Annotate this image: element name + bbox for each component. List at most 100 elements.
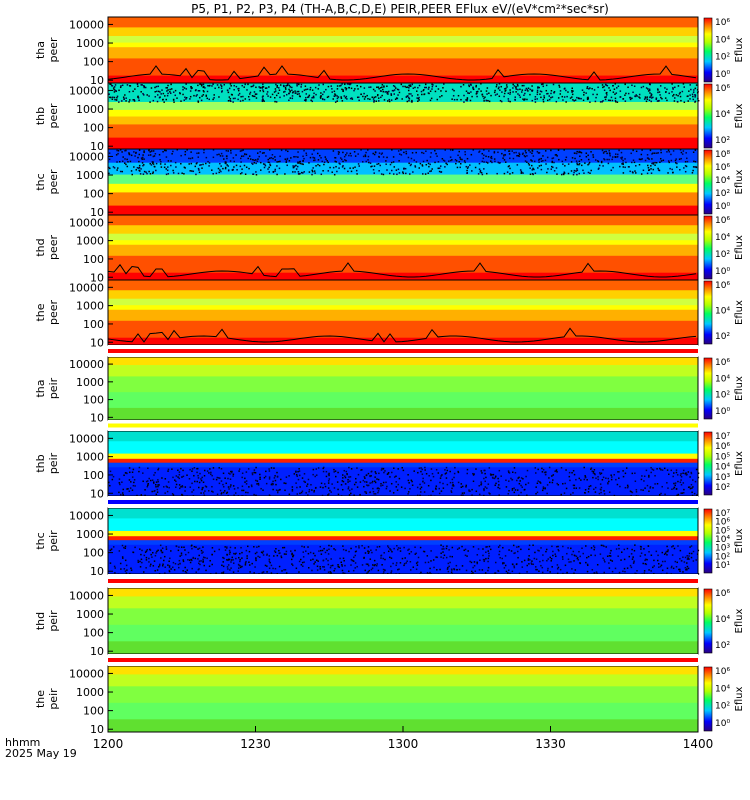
speckle [326,96,329,99]
speckle [587,171,590,174]
speckle [468,489,470,491]
speckle [487,560,489,563]
speckle [197,100,199,102]
speckle [416,97,418,99]
speckle [521,91,523,93]
speckle [581,89,584,91]
speckle [424,173,427,175]
speckle [571,553,573,556]
speckle [295,473,298,476]
speckle [602,165,604,167]
speckle [641,475,643,477]
colorbar-label: Eflux [734,169,745,194]
speckle [327,482,330,484]
speckle [481,93,483,96]
speckle [427,172,429,174]
speckle [112,546,115,548]
speckle [336,88,339,90]
speckle [153,482,155,484]
speckle [312,558,314,561]
speckle [231,470,233,473]
speckle [367,564,370,567]
speckle [343,167,346,170]
speckle [259,556,261,559]
speckle [487,483,490,485]
speckle [535,486,537,488]
speckle [170,550,172,552]
speckle [198,547,201,550]
speckle [609,559,612,561]
speckle [663,553,666,556]
colorbar-tick-label: 10⁴ [715,176,730,186]
speckle [513,487,515,489]
speckle [402,171,404,173]
speckle [208,85,211,87]
speckle [429,571,431,574]
speckle [110,548,113,550]
speckle [242,149,244,151]
speckle [225,492,228,494]
speckle [517,545,520,548]
speckle [113,96,116,99]
speckle [142,472,144,474]
speckle [128,152,130,154]
speckle [408,482,410,484]
speckle [275,101,278,103]
speckle [279,96,281,99]
speckle [667,160,670,162]
speckle [602,557,604,560]
speckle [682,482,685,484]
speckle [202,83,205,86]
speckle [567,163,570,165]
speckle [531,560,533,562]
speckle [678,568,680,571]
speckle [421,164,424,166]
speckle [493,91,496,94]
speckle [419,162,422,165]
speckle [672,487,675,490]
speckle [418,167,420,169]
speckle [491,476,494,479]
speckle [374,471,377,473]
speckle [256,152,259,154]
speckle [286,164,288,167]
speckle [253,493,255,496]
colorbar-tick-label: 10² [715,391,730,401]
speckle [697,99,700,102]
speckle [513,566,516,569]
speckle [588,161,591,164]
speckle [516,155,518,157]
speckle [258,155,260,158]
speckle [218,86,220,89]
speckle [608,554,611,557]
y-tick-label: 1000 [76,451,104,464]
speckle [178,559,181,562]
speckle [276,471,278,474]
colorbar-tick-label: 10⁶ [715,84,730,94]
speckle [523,154,526,157]
speckle [191,157,194,159]
speckle [450,491,453,494]
speckle [374,476,376,478]
speckle [602,86,604,89]
speckle [494,94,497,96]
speckle [296,486,298,489]
speckle [212,149,215,151]
speckle [251,163,254,165]
speckle [536,93,539,96]
speckle [196,94,198,96]
speckle [497,480,500,483]
speckle [548,95,551,97]
speckle [285,161,288,163]
speckle [310,483,312,486]
speckle [463,492,465,494]
speckle [154,91,156,93]
speckle [596,572,598,575]
speckle [133,166,135,168]
speckle [542,554,544,556]
y-axis-label: the [34,303,47,321]
speckle [178,473,181,476]
speckle [646,157,649,159]
speckle [150,553,152,556]
speckle [537,167,539,169]
